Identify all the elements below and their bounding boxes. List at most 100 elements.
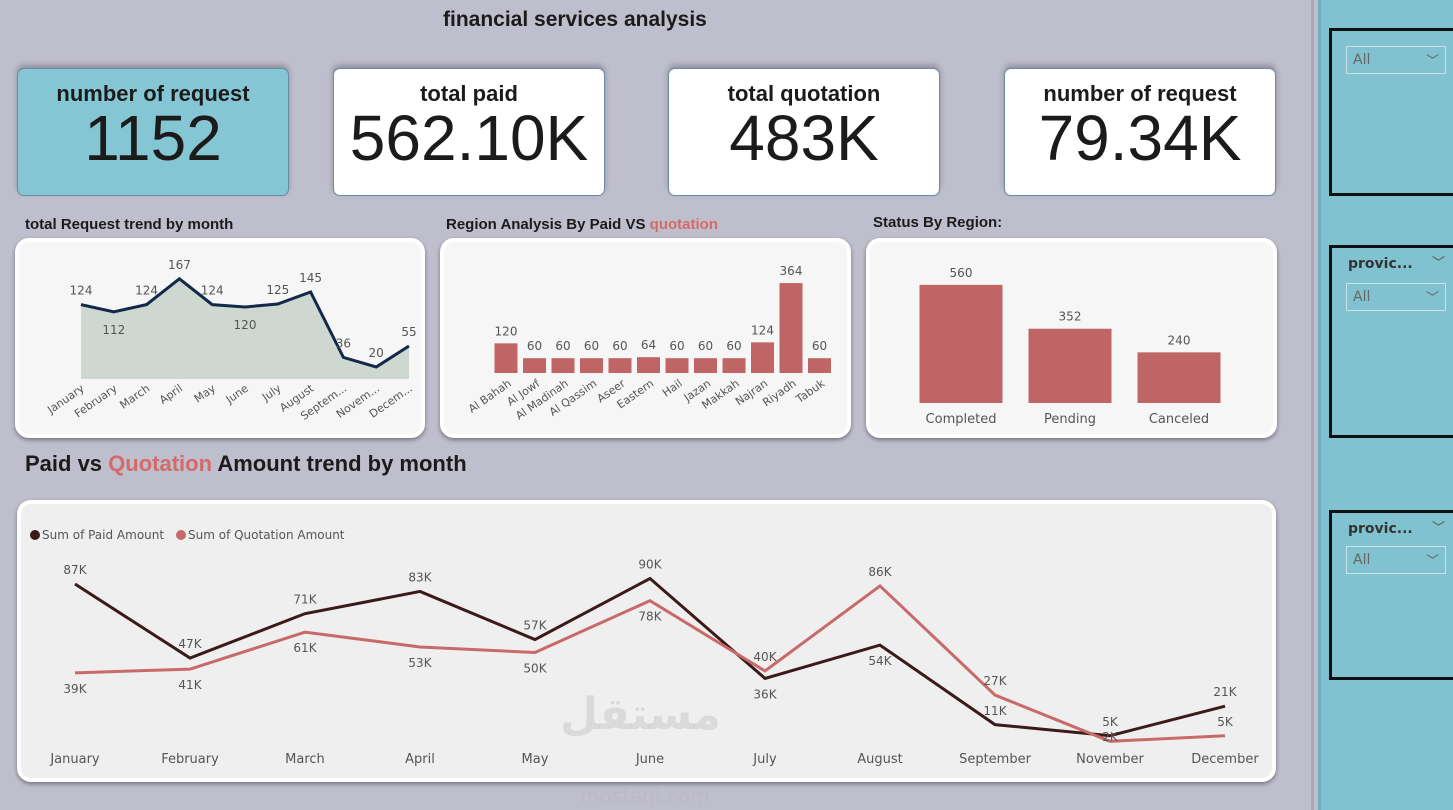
bar xyxy=(1028,328,1112,403)
x-tick-label: Canceled xyxy=(1149,412,1209,427)
slicer-province-1: provic... ﹀ All ﹀ xyxy=(1329,245,1453,438)
slicer-dropdown[interactable]: All ﹀ xyxy=(1346,46,1446,74)
data-label: 167 xyxy=(168,258,191,272)
kpi-card-requests[interactable]: number of request 1152 xyxy=(17,68,289,196)
slicer-1: All ﹀ xyxy=(1329,28,1453,196)
data-label: 60 xyxy=(612,339,627,353)
x-tick-label: November xyxy=(1076,752,1144,767)
x-tick-label: April xyxy=(157,382,185,407)
amount-trend-title: Paid vs Quotation Amount trend by month xyxy=(25,451,467,477)
x-tick-label: January xyxy=(49,752,100,767)
data-label: 124 xyxy=(135,284,158,298)
data-label: 36 xyxy=(336,336,351,350)
data-label: 60 xyxy=(555,339,570,353)
kpi-label: total quotation xyxy=(727,81,881,106)
series-line xyxy=(74,576,1226,738)
data-label: 64 xyxy=(641,338,656,352)
x-tick-label: Pending xyxy=(1044,412,1096,427)
bar xyxy=(779,283,803,373)
x-tick-label: July xyxy=(752,752,777,767)
bar xyxy=(665,358,689,373)
bar xyxy=(751,342,774,373)
area-fill xyxy=(81,278,409,379)
bar xyxy=(694,358,717,373)
kpi-card-total-paid[interactable]: total paid 562.10K xyxy=(333,68,605,196)
data-label: 125 xyxy=(266,283,289,297)
data-label: 60 xyxy=(669,339,684,353)
data-label: 86K xyxy=(868,565,892,579)
data-label: 124 xyxy=(751,323,774,337)
kpi-value: 562.10K xyxy=(349,102,589,174)
data-label: 36K xyxy=(753,687,777,701)
slicer-dropdown[interactable]: All ﹀ xyxy=(1346,283,1446,311)
kpi-card-total-quotation[interactable]: total quotation 483K xyxy=(668,68,940,196)
chevron-down-icon: ﹀ xyxy=(1425,291,1439,306)
title-accent: quotation xyxy=(649,216,718,233)
chevron-down-icon[interactable]: ﹀ xyxy=(1432,521,1446,536)
x-tick-label: December xyxy=(1191,752,1259,767)
data-label: 124 xyxy=(70,284,93,298)
x-tick-label: Completed xyxy=(926,412,997,427)
data-label: 124 xyxy=(201,284,224,298)
slicer-province-2: provic... ﹀ All ﹀ xyxy=(1329,510,1453,680)
title-part: Paid vs xyxy=(25,451,109,476)
request-trend-chart[interactable]: 124 January 112 February 124 March 167 April 124… xyxy=(15,238,425,438)
data-label: 145 xyxy=(299,271,322,285)
data-label: 60 xyxy=(698,339,713,353)
region-bar-chart[interactable]: 120 Al Bahah 60 Al Jowf 60 Al Madinah 60 Al Qas… xyxy=(440,238,851,438)
amount-line-chart[interactable]: Sum of Paid Amount Sum of Quotation Amoun… xyxy=(17,500,1276,782)
data-label: 352 xyxy=(1059,310,1082,324)
data-label: 87K xyxy=(63,563,87,577)
data-label: 120 xyxy=(495,324,518,338)
data-label: 20 xyxy=(369,346,384,360)
data-label: 50K xyxy=(523,662,547,676)
slicer-header: provic... xyxy=(1348,256,1413,272)
kpi-label: number of request xyxy=(1043,81,1237,106)
region-analysis-title: Region Analysis By Paid VS quotation xyxy=(446,216,718,233)
kpi-label: total paid xyxy=(420,81,518,106)
kpi-value: 1152 xyxy=(84,102,222,174)
x-tick-label: March xyxy=(285,752,325,767)
watermark-arabic: مستقل xyxy=(560,689,721,740)
data-label: 21K xyxy=(1213,685,1237,699)
slicer-dropdown[interactable]: All ﹀ xyxy=(1346,546,1446,574)
report-canvas: financial services analysis number of re… xyxy=(15,0,1314,810)
data-label: 55 xyxy=(401,325,416,339)
filter-pane xyxy=(1318,0,1453,810)
data-label: 47K xyxy=(178,637,202,651)
request-trend-title: total Request trend by month xyxy=(25,216,234,233)
x-tick-label: June xyxy=(635,752,664,767)
series-line xyxy=(74,583,1226,743)
data-label: 61K xyxy=(293,641,317,655)
data-label: 11K xyxy=(983,704,1007,718)
trend-line xyxy=(80,276,410,369)
data-label: 57K xyxy=(523,619,547,633)
data-label: 39K xyxy=(63,682,87,696)
kpi-card-requests-2[interactable]: number of request 79.34K xyxy=(1004,68,1276,196)
page-title: financial services analysis xyxy=(443,8,707,31)
bar xyxy=(808,358,831,373)
data-label: 120 xyxy=(234,318,257,332)
x-tick-label: Hail xyxy=(660,377,685,400)
status-bar-chart[interactable]: 560 Completed 352 Pending 240 Canceled xyxy=(866,238,1277,438)
data-label: 71K xyxy=(293,593,317,607)
kpi-value: 483K xyxy=(729,102,879,174)
dropdown-value: All xyxy=(1353,289,1371,305)
data-label: 60 xyxy=(726,339,741,353)
bar xyxy=(722,358,746,373)
title-part: Region Analysis By Paid VS xyxy=(446,216,650,233)
chevron-down-icon[interactable]: ﹀ xyxy=(1432,256,1446,271)
bar xyxy=(494,343,518,373)
bar xyxy=(551,358,575,373)
data-label: 27K xyxy=(983,674,1007,688)
x-tick-label: September xyxy=(959,752,1032,767)
data-label: 60 xyxy=(812,339,827,353)
dropdown-value: All xyxy=(1353,552,1371,568)
x-tick-label: May xyxy=(522,752,549,767)
x-tick-label: August xyxy=(857,752,903,767)
data-label: 5K xyxy=(1102,715,1119,729)
chevron-down-icon: ﹀ xyxy=(1425,554,1439,569)
data-label: 560 xyxy=(950,266,973,280)
title-accent: Quotation xyxy=(108,451,213,476)
kpi-label: number of request xyxy=(56,81,250,106)
